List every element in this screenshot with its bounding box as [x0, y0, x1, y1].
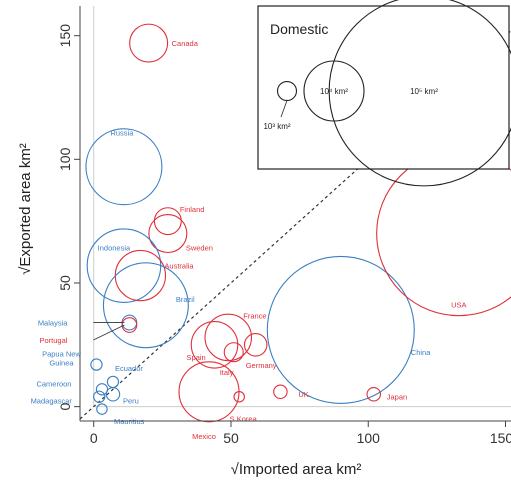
- leader-line-portugal: [93, 324, 125, 341]
- bubble-italy: [223, 342, 244, 363]
- y-tick-label: 150: [57, 24, 73, 48]
- plot-area: Canada Russia Finland Sweden Indonesia Austra…: [31, 6, 511, 441]
- bubble-france: [204, 313, 253, 362]
- diagonal-reference-line: [79, 30, 511, 420]
- y-tick-label: 0: [57, 403, 73, 411]
- bubble-uk: [273, 384, 288, 400]
- bubble-spain: [190, 321, 239, 369]
- label-peru: Peru: [123, 396, 139, 405]
- label-s-korea: S Korea: [230, 415, 258, 424]
- legend-title: Domestic: [270, 21, 328, 37]
- bubble-ecuador: [106, 375, 120, 389]
- bubble-cameroon: [95, 383, 109, 396]
- label-uk: UK: [298, 390, 308, 399]
- bubble-russia: [85, 128, 163, 206]
- legend-label: 10⁴ km²: [320, 87, 348, 96]
- label-madagascar: Madagascar: [31, 397, 73, 406]
- bubble-canada: [129, 23, 169, 63]
- bubble-s-korea: [233, 390, 245, 403]
- label-brazil: Brazil: [176, 295, 195, 304]
- axes: 0 50 100 150 0 50 100 150: [57, 6, 511, 446]
- legend-box: [257, 5, 510, 170]
- label-finland: Finland: [180, 205, 205, 214]
- bubble-usa: [376, 150, 511, 317]
- legend-label: 10³ km²: [263, 122, 290, 131]
- bubble-mauritius: [96, 403, 108, 415]
- bubble-finland: [153, 207, 182, 236]
- label-ecuador: Ecuador: [115, 364, 143, 373]
- bubble-japan: [366, 387, 381, 402]
- label-usa: USA: [451, 301, 466, 310]
- label-indonesia: Indonesia: [98, 244, 131, 253]
- bubble-china: [266, 255, 415, 405]
- legend-leader-line: [280, 100, 288, 118]
- bubble-portugal: [121, 317, 138, 333]
- bubble-mexico: [178, 361, 240, 423]
- legend: Domestic 10³ km² 10⁴ km² 10⁵ km²: [257, 0, 511, 187]
- bubble-peru: [105, 387, 121, 402]
- label-germany: Germany: [246, 361, 277, 370]
- label-australia: Australia: [164, 262, 194, 271]
- label-malaysia: Malaysia: [38, 319, 68, 328]
- label-sweden: Sweden: [186, 244, 213, 253]
- label-france: France: [243, 311, 266, 320]
- legend-label: 10⁵ km²: [410, 87, 438, 96]
- label-china: China: [411, 348, 431, 357]
- x-tick-label: 50: [223, 430, 239, 446]
- x-tick-label: 0: [90, 430, 98, 446]
- x-tick-label: 150: [490, 430, 511, 446]
- label-japan: Japan: [387, 392, 407, 401]
- label-canada: Canada: [172, 39, 199, 48]
- label-russia: Russia: [110, 129, 134, 138]
- bubble-papua-new-guinea: [90, 358, 103, 371]
- label-mexico: Mexico: [192, 432, 216, 441]
- label-cameroon: Cameroon: [36, 379, 71, 388]
- bubble-australia: [114, 249, 167, 302]
- bubble-madagascar: [93, 390, 106, 403]
- x-axis-label: √Imported area km²: [231, 461, 362, 478]
- y-axis-label: √Exported area km²: [17, 143, 34, 275]
- label-portugal: Portugal: [39, 336, 67, 345]
- bubble-germany: [243, 333, 268, 357]
- y-tick-label: 50: [57, 275, 73, 291]
- legend-circle: [328, 0, 511, 187]
- label-papua-new-guinea: Papua New Guinea: [42, 350, 81, 368]
- label-spain: Spain: [187, 353, 206, 362]
- label-mauritius: Mauritius: [114, 417, 145, 426]
- bubble-indonesia: [86, 228, 162, 303]
- label-italy: Italy: [220, 368, 234, 377]
- bubble-brazil: [102, 262, 189, 349]
- bubble-sweden: [148, 213, 188, 254]
- y-tick-label: 100: [57, 147, 73, 171]
- x-tick-label: 100: [357, 430, 381, 446]
